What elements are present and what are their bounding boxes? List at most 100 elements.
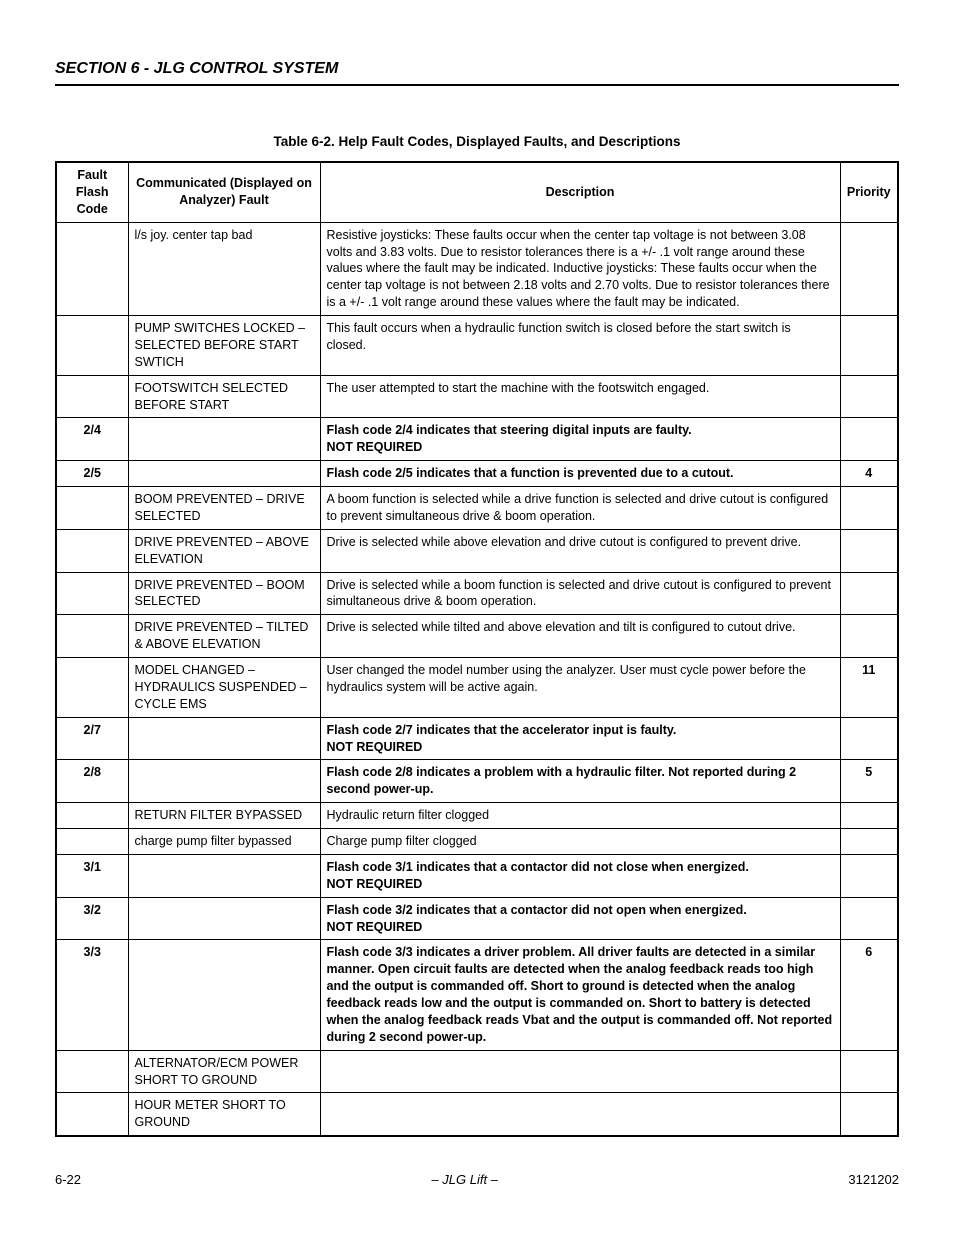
cell-priority bbox=[840, 572, 898, 615]
cell-fault-code: 3/1 bbox=[56, 854, 128, 897]
cell-priority: 5 bbox=[840, 760, 898, 803]
cell-description: Drive is selected while a boom function … bbox=[320, 572, 840, 615]
footer-center: – JLG Lift – bbox=[431, 1172, 497, 1187]
cell-fault-code bbox=[56, 222, 128, 315]
table-row: FOOTSWITCH SELECTED BEFORE STARTThe user… bbox=[56, 375, 898, 418]
table-caption: Table 6-2. Help Fault Codes, Displayed F… bbox=[55, 134, 899, 149]
page-footer: 6-22 – JLG Lift – 3121202 bbox=[55, 1172, 899, 1187]
cell-analyzer-fault: HOUR METER SHORT TO GROUND bbox=[128, 1093, 320, 1136]
cell-analyzer-fault bbox=[128, 854, 320, 897]
cell-priority bbox=[840, 803, 898, 829]
section-header: SECTION 6 - JLG CONTROL SYSTEM bbox=[55, 60, 899, 86]
col-header-prio: Priority bbox=[840, 162, 898, 222]
cell-analyzer-fault: DRIVE PREVENTED – TILTED & ABOVE ELEVATI… bbox=[128, 615, 320, 658]
cell-analyzer-fault: charge pump filter bypassed bbox=[128, 829, 320, 855]
table-row: 2/8 Flash code 2/8 indicates a problem wi… bbox=[56, 760, 898, 803]
cell-description: Flash code 3/1 indicates that a contacto… bbox=[320, 854, 840, 897]
cell-fault-code bbox=[56, 572, 128, 615]
cell-description bbox=[320, 1093, 840, 1136]
cell-priority: 11 bbox=[840, 658, 898, 718]
table-row: BOOM PREVENTED – DRIVE SELECTEDA boom fu… bbox=[56, 487, 898, 530]
cell-priority bbox=[840, 529, 898, 572]
cell-description: Flash code 2/4 indicates that steering d… bbox=[320, 418, 840, 461]
cell-fault-code bbox=[56, 375, 128, 418]
cell-fault-code bbox=[56, 829, 128, 855]
cell-priority bbox=[840, 1093, 898, 1136]
cell-description: Drive is selected while tilted and above… bbox=[320, 615, 840, 658]
cell-priority: 4 bbox=[840, 461, 898, 487]
table-row: DRIVE PREVENTED – ABOVE ELEVATIONDrive i… bbox=[56, 529, 898, 572]
cell-description: User changed the model number using the … bbox=[320, 658, 840, 718]
cell-priority bbox=[840, 1050, 898, 1093]
table-row: l/s joy. center tap badResistive joystic… bbox=[56, 222, 898, 315]
table-row: ALTERNATOR/ECM POWER SHORT TO GROUND bbox=[56, 1050, 898, 1093]
col-header-fault: Communicated (Displayed on Analyzer) Fau… bbox=[128, 162, 320, 222]
cell-fault-code: 2/7 bbox=[56, 717, 128, 760]
cell-analyzer-fault: MODEL CHANGED – HYDRAULICS SUSPENDED – C… bbox=[128, 658, 320, 718]
cell-fault-code bbox=[56, 1050, 128, 1093]
cell-fault-code: 2/8 bbox=[56, 760, 128, 803]
footer-doc-number: 3121202 bbox=[848, 1172, 899, 1187]
cell-analyzer-fault: DRIVE PREVENTED – BOOM SELECTED bbox=[128, 572, 320, 615]
cell-description: Flash code 2/7 indicates that the accele… bbox=[320, 717, 840, 760]
cell-priority bbox=[840, 375, 898, 418]
cell-priority bbox=[840, 897, 898, 940]
table-row: DRIVE PREVENTED – BOOM SELECTEDDrive is … bbox=[56, 572, 898, 615]
cell-analyzer-fault: ALTERNATOR/ECM POWER SHORT TO GROUND bbox=[128, 1050, 320, 1093]
cell-fault-code bbox=[56, 529, 128, 572]
cell-analyzer-fault bbox=[128, 717, 320, 760]
cell-analyzer-fault bbox=[128, 897, 320, 940]
cell-fault-code: 3/3 bbox=[56, 940, 128, 1050]
cell-fault-code: 2/5 bbox=[56, 461, 128, 487]
cell-priority bbox=[840, 615, 898, 658]
footer-page-number: 6-22 bbox=[55, 1172, 81, 1187]
table-row: MODEL CHANGED – HYDRAULICS SUSPENDED – C… bbox=[56, 658, 898, 718]
cell-analyzer-fault bbox=[128, 461, 320, 487]
cell-fault-code bbox=[56, 803, 128, 829]
cell-analyzer-fault bbox=[128, 940, 320, 1050]
table-row: 2/4Flash code 2/4 indicates that steerin… bbox=[56, 418, 898, 461]
cell-priority bbox=[840, 316, 898, 376]
cell-fault-code bbox=[56, 1093, 128, 1136]
cell-description: Charge pump filter clogged bbox=[320, 829, 840, 855]
cell-priority bbox=[840, 717, 898, 760]
cell-fault-code bbox=[56, 316, 128, 376]
cell-description: The user attempted to start the machine … bbox=[320, 375, 840, 418]
cell-priority bbox=[840, 418, 898, 461]
cell-priority bbox=[840, 829, 898, 855]
fault-codes-table: Fault Flash Code Communicated (Displayed… bbox=[55, 161, 899, 1137]
table-row: 3/2 Flash code 3/2 indicates that a conta… bbox=[56, 897, 898, 940]
cell-description: A boom function is selected while a driv… bbox=[320, 487, 840, 530]
cell-description: Flash code 3/3 indicates a driver proble… bbox=[320, 940, 840, 1050]
table-row: RETURN FILTER BYPASSEDHydraulic return f… bbox=[56, 803, 898, 829]
cell-description: Resistive joysticks: These faults occur … bbox=[320, 222, 840, 315]
col-header-code: Fault Flash Code bbox=[56, 162, 128, 222]
table-row: charge pump filter bypassedCharge pump f… bbox=[56, 829, 898, 855]
cell-fault-code bbox=[56, 658, 128, 718]
cell-priority bbox=[840, 222, 898, 315]
cell-description: Flash code 3/2 indicates that a contacto… bbox=[320, 897, 840, 940]
table-header-row: Fault Flash Code Communicated (Displayed… bbox=[56, 162, 898, 222]
cell-description bbox=[320, 1050, 840, 1093]
table-row: 2/7 Flash code 2/7 indicates that the acc… bbox=[56, 717, 898, 760]
cell-analyzer-fault: PUMP SWITCHES LOCKED – SELECTED BEFORE S… bbox=[128, 316, 320, 376]
cell-description: This fault occurs when a hydraulic funct… bbox=[320, 316, 840, 376]
cell-priority bbox=[840, 487, 898, 530]
cell-priority: 6 bbox=[840, 940, 898, 1050]
cell-fault-code bbox=[56, 615, 128, 658]
table-row: 3/1 Flash code 3/1 indicates that a conta… bbox=[56, 854, 898, 897]
cell-analyzer-fault: RETURN FILTER BYPASSED bbox=[128, 803, 320, 829]
cell-analyzer-fault: FOOTSWITCH SELECTED BEFORE START bbox=[128, 375, 320, 418]
col-header-desc: Description bbox=[320, 162, 840, 222]
cell-analyzer-fault: l/s joy. center tap bad bbox=[128, 222, 320, 315]
cell-analyzer-fault: DRIVE PREVENTED – ABOVE ELEVATION bbox=[128, 529, 320, 572]
cell-description: Flash code 2/8 indicates a problem with … bbox=[320, 760, 840, 803]
table-row: 2/5 Flash code 2/5 indicates that a funct… bbox=[56, 461, 898, 487]
cell-priority bbox=[840, 854, 898, 897]
cell-description: Flash code 2/5 indicates that a function… bbox=[320, 461, 840, 487]
cell-description: Drive is selected while above elevation … bbox=[320, 529, 840, 572]
table-row: 3/3 Flash code 3/3 indicates a driver pro… bbox=[56, 940, 898, 1050]
table-row: PUMP SWITCHES LOCKED – SELECTED BEFORE S… bbox=[56, 316, 898, 376]
cell-analyzer-fault bbox=[128, 418, 320, 461]
cell-fault-code: 3/2 bbox=[56, 897, 128, 940]
